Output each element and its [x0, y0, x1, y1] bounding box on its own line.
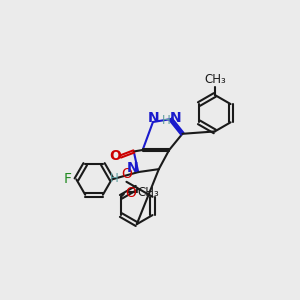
Text: H: H	[162, 114, 170, 127]
Text: H: H	[110, 172, 119, 185]
Text: O: O	[121, 167, 132, 181]
Text: O: O	[125, 186, 136, 200]
Text: CH₃: CH₃	[204, 73, 226, 85]
Text: N: N	[148, 111, 159, 124]
Text: N: N	[170, 111, 182, 124]
Text: F: F	[64, 172, 72, 186]
Text: CH₃: CH₃	[138, 186, 160, 199]
Text: O: O	[109, 149, 121, 164]
Text: N: N	[127, 161, 139, 175]
